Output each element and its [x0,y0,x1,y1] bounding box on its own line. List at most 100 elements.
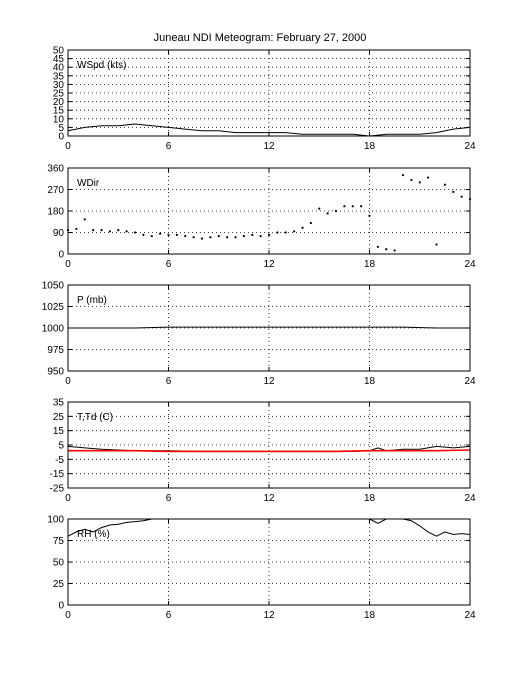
x-tick-label: 6 [166,610,172,621]
data-point [293,230,296,233]
y-tick-label: 1025 [42,302,65,313]
data-point [75,227,78,231]
x-tick-label: 0 [65,141,71,152]
y-tick-label: 35 [53,398,65,409]
data-point [175,233,178,236]
panel-frame [67,167,471,255]
data-point [217,234,220,238]
panel-label: WDir [77,178,100,189]
panel-label: P (mb) [77,295,107,306]
data-point [108,230,111,233]
y-tick-label: 270 [47,185,64,196]
series-line [67,123,471,137]
data-point [184,234,187,238]
data-point [284,231,287,234]
panel-frame [67,49,471,137]
y-tick-label: -15 [50,469,65,480]
y-tick-label: 25 [53,412,65,423]
data-point [92,229,95,232]
data-point [142,233,145,236]
y-tick-label: 10 [53,114,65,125]
x-tick-label: 18 [364,376,376,387]
x-tick-label: 6 [166,141,172,152]
y-tick-label: 25 [53,579,65,590]
data-point [334,209,338,213]
y-tick-label: 180 [47,207,64,218]
y-tick-label: 100 [47,515,64,526]
y-tick-label: 1050 [42,281,65,292]
data-point [452,190,455,193]
y-tick-label: 975 [47,345,64,356]
data-point [83,218,86,221]
x-tick-label: 12 [263,141,275,152]
panel-label: RH (%) [77,529,110,540]
panel-frame [67,284,471,372]
data-point [401,174,405,177]
y-tick-label: 5 [58,441,64,452]
x-tick-label: 12 [263,493,275,504]
y-tick-label: 75 [53,536,65,547]
y-tick-label: 950 [47,367,64,378]
data-point [234,236,237,239]
data-point [133,231,137,234]
data-point [159,232,162,235]
y-tick-label: 360 [47,164,64,175]
y-tick-label: 45 [53,54,65,65]
y-tick-label: 35 [53,71,65,82]
y-tick-label: 20 [53,97,65,108]
data-point [318,207,321,210]
data-point [259,234,262,238]
y-tick-label: -25 [50,484,65,495]
y-tick-label: 0 [58,601,64,612]
y-tick-label: 15 [53,106,65,117]
panel-label: WSpd (kts) [77,60,126,71]
y-tick-label: 25 [53,89,65,100]
x-tick-label: 12 [263,610,275,621]
data-point [385,248,388,251]
x-tick-label: 18 [364,610,376,621]
x-tick-label: 0 [65,259,71,270]
data-point [360,205,363,208]
x-tick-label: 24 [464,141,476,152]
y-tick-label: 5 [58,123,64,134]
x-tick-label: 18 [364,141,376,152]
series-line [68,326,470,329]
data-point [226,236,229,239]
panel-label: T,Td (C) [77,412,113,423]
y-tick-label: 1000 [42,324,65,335]
x-tick-label: 24 [464,259,476,270]
x-tick-label: 24 [464,493,476,504]
y-tick-label: 50 [53,558,65,569]
data-point [117,229,120,232]
data-point [418,181,421,184]
data-point [435,243,438,246]
data-point [410,178,413,182]
data-point [150,234,153,238]
x-tick-label: 12 [263,259,275,270]
series-line [68,449,471,453]
x-tick-label: 24 [464,610,476,621]
data-point [125,230,128,233]
data-point [209,236,212,239]
data-point [242,234,245,238]
data-point [443,183,446,186]
data-point [427,176,430,179]
data-point [376,245,379,248]
x-tick-label: 6 [166,259,172,270]
data-point [343,205,346,208]
x-tick-label: 0 [65,376,71,387]
data-point [351,205,354,208]
x-tick-label: 12 [263,376,275,387]
y-tick-label: 0 [58,250,64,261]
x-tick-label: 0 [65,493,71,504]
data-point [368,214,371,217]
y-tick-label: 0 [58,132,64,143]
data-point [309,221,312,225]
y-tick-label: 15 [53,426,65,437]
y-tick-label: 40 [53,63,65,74]
x-tick-label: 18 [364,259,376,270]
data-point [326,212,329,215]
x-tick-label: 6 [166,493,172,504]
y-tick-label: 30 [53,80,65,91]
